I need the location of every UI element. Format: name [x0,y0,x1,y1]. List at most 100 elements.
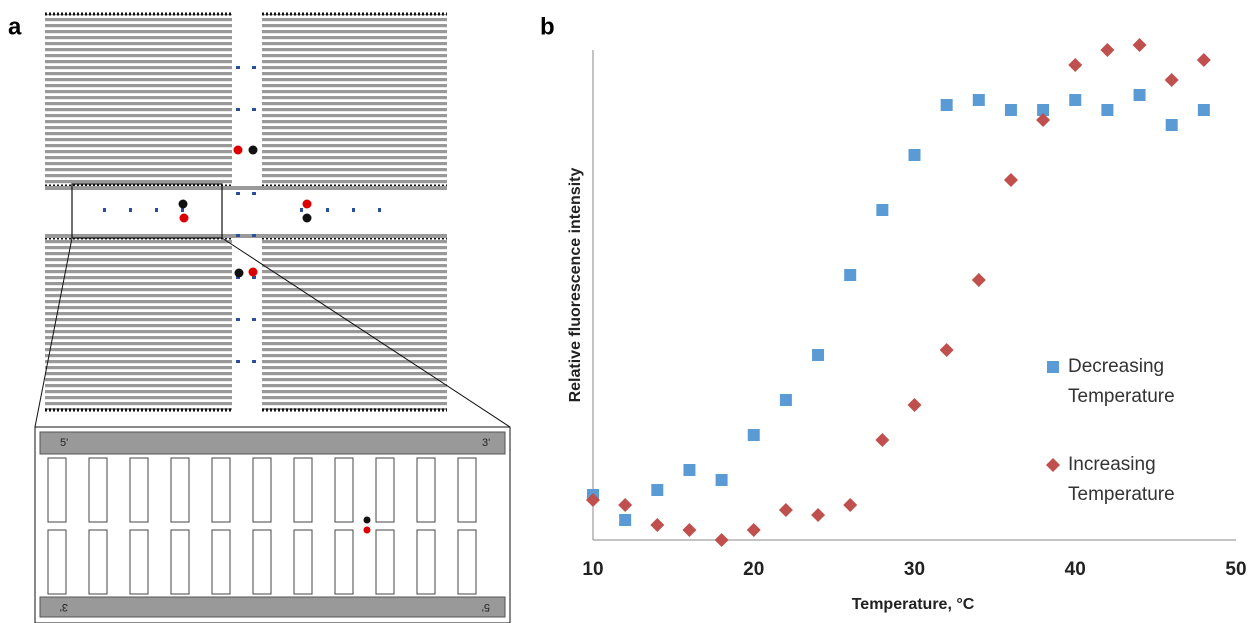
y-axis-title: Relative fluorescence intensity [567,168,584,403]
marker [650,518,665,532]
marker [714,533,729,547]
gap-marker [300,208,303,212]
gap-marker [236,318,240,321]
origami-tile [375,529,395,595]
origami-tile [375,457,395,523]
origami-tile [47,457,67,523]
origami-tile [88,457,108,523]
molecule [233,145,243,155]
gap-marker [252,234,256,237]
legend-marker [1046,458,1060,472]
molecule [302,213,312,223]
channel-band [45,186,447,190]
origami-tile [211,529,231,595]
molecule [178,199,188,209]
panel-label: b [540,13,555,40]
molecule [302,199,312,209]
molecule [363,516,371,524]
end-label: 3' [60,601,68,613]
gap-marker [252,66,256,69]
marker [875,433,890,447]
gap-marker [236,234,240,237]
marker [651,484,664,496]
origami-tile [170,457,190,523]
marker [1164,73,1179,87]
gap-marker [252,360,256,363]
origami-tile [129,529,149,595]
gap-marker [352,208,355,212]
end-label: 5' [482,601,490,613]
marker [1068,58,1083,72]
zoom-line [221,237,511,428]
panel-label: a [8,13,22,40]
molecule [248,267,258,277]
origami-tile [211,457,231,523]
origami-tile [252,457,272,523]
marker [683,464,696,476]
molecule [248,145,258,155]
x-axis-title: Temperature, °C [852,596,975,613]
marker [747,429,760,441]
gap-marker [252,192,256,195]
marker [619,514,632,526]
origami-tile [457,529,477,595]
origami-tile [252,529,272,595]
origami-tile [457,457,477,523]
origami-tile [334,457,354,523]
electrode-block [262,14,447,186]
origami-tile [293,529,313,595]
marker [1197,104,1210,116]
molecule [179,213,189,223]
gap-marker [103,208,106,212]
electrode-block [45,14,233,186]
origami-tile [170,529,190,595]
marker [1036,113,1051,127]
x-tick-label: 40 [1065,559,1086,580]
x-tick-label: 50 [1225,559,1246,580]
gap-marker [155,208,158,212]
legend-label: Decreasing Temperature [1068,356,1175,407]
x-tick-label: 10 [582,559,603,580]
origami-tile [416,457,436,523]
marker [779,394,792,406]
gap-marker [236,108,240,111]
marker [1101,104,1114,116]
end-label: 5' [60,437,68,449]
marker [1165,119,1178,131]
x-tick-label: 30 [904,559,925,580]
gap-marker [252,108,256,111]
legend-marker [1047,361,1059,373]
marker [746,523,761,537]
marker [1003,173,1018,187]
gap-marker [252,318,256,321]
end-label: 3' [482,437,490,449]
channel-band [45,234,447,238]
marker [876,204,889,216]
origami-tile [88,529,108,595]
origami-tile [129,457,149,523]
marker [972,94,985,106]
marker [1132,38,1147,52]
marker [715,474,728,486]
marker [1004,104,1017,116]
gap-marker [236,276,240,279]
x-tick-label: 20 [743,559,764,580]
gap-marker [236,192,240,195]
gap-marker [378,208,381,212]
marker [939,343,954,357]
marker [586,493,600,507]
origami-tile [416,529,436,595]
origami-tile [293,457,313,523]
marker [1069,94,1082,106]
marker [812,349,825,361]
gap-marker [252,276,256,279]
gap-marker [326,208,329,212]
marker [682,523,697,537]
gap-marker [236,360,240,363]
marker [908,149,921,161]
marker [1100,43,1115,57]
marker [618,498,633,512]
electrode-block [45,238,233,410]
legend-label: Increasing Temperature [1068,454,1175,505]
